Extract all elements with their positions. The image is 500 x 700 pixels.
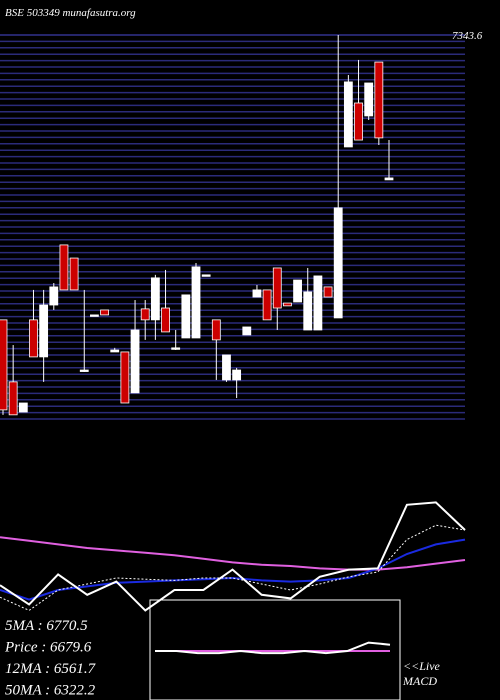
candle-body [323, 286, 333, 298]
candle-body [39, 304, 49, 358]
indicator-label: 12MA : 6561.7 [5, 661, 97, 677]
candle-body [130, 329, 140, 394]
candle-body [49, 286, 59, 306]
candle-body [293, 279, 302, 303]
y-tick-label: 7343.6 [452, 30, 483, 42]
indicator-label: Price : 6679.6 [4, 640, 92, 656]
series-line [0, 536, 466, 571]
candle-body [232, 369, 242, 381]
candle-body [333, 207, 343, 319]
candle-body [191, 266, 201, 339]
candle-body [59, 244, 69, 291]
candle-body [384, 177, 394, 181]
candle-body [8, 381, 18, 416]
candle-body [272, 267, 282, 309]
candle-body [171, 347, 181, 350]
candle-body [283, 302, 292, 307]
candle-body [201, 274, 211, 277]
series-line [155, 641, 391, 655]
chart-title: BSE 503349 munafasutra.org [5, 7, 136, 19]
candle-body [211, 319, 221, 341]
candle-body [140, 308, 150, 321]
candle-body [0, 319, 8, 411]
candle-body [262, 289, 272, 321]
candle-body [374, 61, 384, 139]
indicator-label: 5MA : 6770.5 [5, 618, 88, 634]
indicator-label: 50MA : 6322.2 [5, 683, 96, 699]
candle-body [100, 309, 109, 316]
candle-body [150, 277, 160, 321]
candle-body [354, 102, 363, 141]
candle-body [18, 402, 28, 413]
candle-body [364, 82, 374, 117]
series-line [0, 501, 466, 612]
candle-body [120, 351, 130, 404]
candle-body [29, 319, 38, 358]
candle-body [303, 291, 313, 331]
macd-label: <<Live [403, 659, 441, 673]
candle-body [79, 369, 89, 372]
candle-body [90, 314, 99, 317]
candle-body [181, 294, 191, 339]
candle-body [110, 349, 120, 353]
candle-body [69, 257, 79, 291]
macd-label: MACD [402, 674, 437, 688]
candle-body [343, 81, 353, 148]
candle-body [313, 275, 323, 331]
candle-body [161, 307, 170, 333]
candle-body [242, 326, 252, 336]
candle-body [252, 289, 262, 298]
candle-body [222, 354, 231, 381]
